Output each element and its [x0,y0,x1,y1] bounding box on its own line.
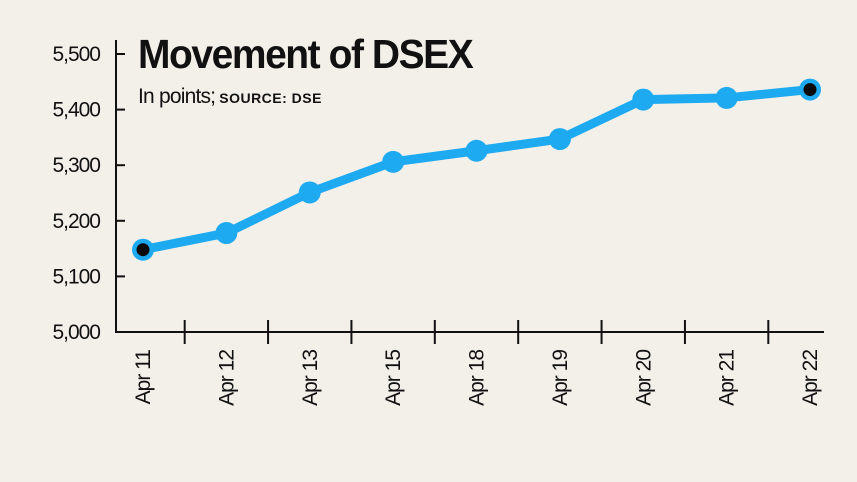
data-point [215,222,238,245]
x-tick-label: Apr 13 [299,350,322,406]
data-point [465,139,488,162]
y-tick-label: 5,300 [52,154,100,177]
data-point-highlight [136,243,150,257]
x-tick-label: Apr 11 [132,350,155,405]
x-tick-label: Apr 12 [215,350,238,406]
x-tick-label: Apr 19 [549,350,572,406]
title-block: Movement of DSEX In points; SOURCE: DSE [138,34,490,109]
data-point [298,181,321,204]
y-tick-label: 5,400 [52,99,100,122]
data-point [382,150,405,173]
x-tick-label: Apr 22 [799,350,822,406]
series-dsex [132,78,821,261]
axes [115,40,824,333]
x-tick-label: Apr 20 [632,350,655,406]
x-tick-label: Apr 21 [716,350,739,406]
y-axis-ticks: 5,000 5,100 5,200 5,300 5,400 5,500 [52,43,125,344]
data-point-highlight [803,83,817,97]
source-label: SOURCE: DSE [219,90,322,106]
chart-title: Movement of DSEX [138,31,474,77]
y-tick-label: 5,000 [52,321,100,344]
x-tick-label: Apr 18 [466,350,489,406]
x-tick-label: Apr 15 [382,350,405,406]
subtitle-row: In points; SOURCE: DSE [138,85,490,109]
y-tick-label: 5,100 [52,265,100,288]
x-axis-ticks: Apr 11 Apr 12 Apr 13 Apr 15 Apr 18 Apr 19 Apr … [132,320,822,406]
data-point [548,128,571,151]
data-point [632,88,655,111]
y-tick-label: 5,200 [52,210,100,233]
series-line [138,85,815,255]
chart-subtitle: In points; [138,85,216,108]
data-point [715,86,738,109]
y-tick-label: 5,500 [52,43,100,66]
